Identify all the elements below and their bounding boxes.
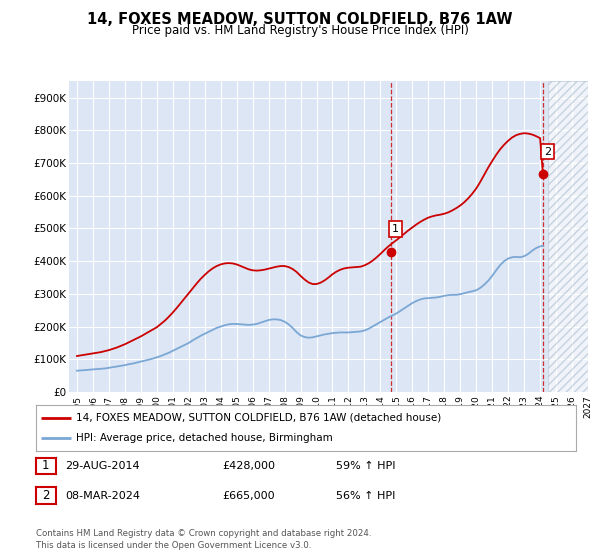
Text: 14, FOXES MEADOW, SUTTON COLDFIELD, B76 1AW (detached house): 14, FOXES MEADOW, SUTTON COLDFIELD, B76 … [77, 413, 442, 423]
Text: 2: 2 [42, 489, 50, 502]
Text: 56% ↑ HPI: 56% ↑ HPI [336, 491, 395, 501]
Bar [548, 81, 588, 392]
Text: 1: 1 [42, 459, 50, 473]
Text: 59% ↑ HPI: 59% ↑ HPI [336, 461, 395, 471]
Text: Price paid vs. HM Land Registry's House Price Index (HPI): Price paid vs. HM Land Registry's House … [131, 24, 469, 36]
Text: 1: 1 [392, 224, 399, 234]
Text: £428,000: £428,000 [222, 461, 275, 471]
Text: HPI: Average price, detached house, Birmingham: HPI: Average price, detached house, Birm… [77, 433, 333, 443]
Text: 2: 2 [544, 147, 551, 157]
Text: 14, FOXES MEADOW, SUTTON COLDFIELD, B76 1AW: 14, FOXES MEADOW, SUTTON COLDFIELD, B76 … [87, 12, 513, 27]
Text: Contains HM Land Registry data © Crown copyright and database right 2024.
This d: Contains HM Land Registry data © Crown c… [36, 529, 371, 550]
Text: 08-MAR-2024: 08-MAR-2024 [65, 491, 140, 501]
Text: £665,000: £665,000 [222, 491, 275, 501]
Text: 29-AUG-2014: 29-AUG-2014 [65, 461, 139, 471]
